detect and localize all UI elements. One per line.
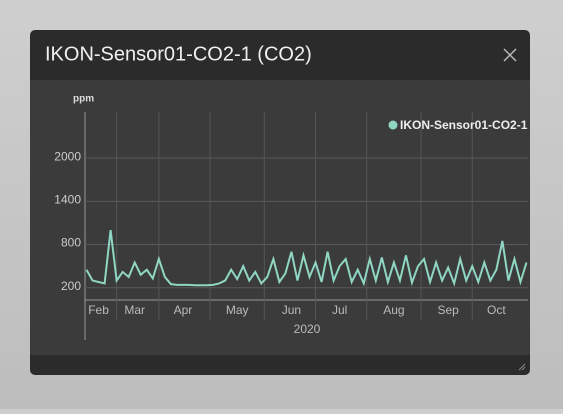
x-tick-label: Apr <box>174 303 193 317</box>
y-tick-label: 800 <box>61 236 81 250</box>
resize-grip[interactable] <box>518 363 526 371</box>
y-tick-label: 200 <box>61 279 81 293</box>
chart-panel <box>30 80 530 355</box>
y-tick-label: 1400 <box>54 192 81 206</box>
y-tick-label: 2000 <box>54 149 81 163</box>
legend-swatch <box>388 120 398 130</box>
y-axis-label: ppm <box>73 94 94 105</box>
x-tick-label: Aug <box>383 303 404 317</box>
x-axis-label: 2020 <box>294 322 321 336</box>
dialog-title: IKON-Sensor01-CO2-1 (CO2) <box>45 43 312 65</box>
x-tick-label: Oct <box>487 303 506 317</box>
x-tick-label: Jul <box>332 303 347 317</box>
x-tick-label: Feb <box>88 303 109 317</box>
x-tick-label: Sep <box>437 303 459 317</box>
legend-label: IKON-Sensor01-CO2-1 <box>400 118 528 132</box>
close-icon[interactable] <box>503 48 517 62</box>
x-tick-label: Jun <box>282 303 301 317</box>
x-tick-label: May <box>226 303 249 317</box>
data-line <box>85 230 528 287</box>
x-tick-label: Mar <box>124 303 145 317</box>
close-button[interactable] <box>503 48 517 62</box>
